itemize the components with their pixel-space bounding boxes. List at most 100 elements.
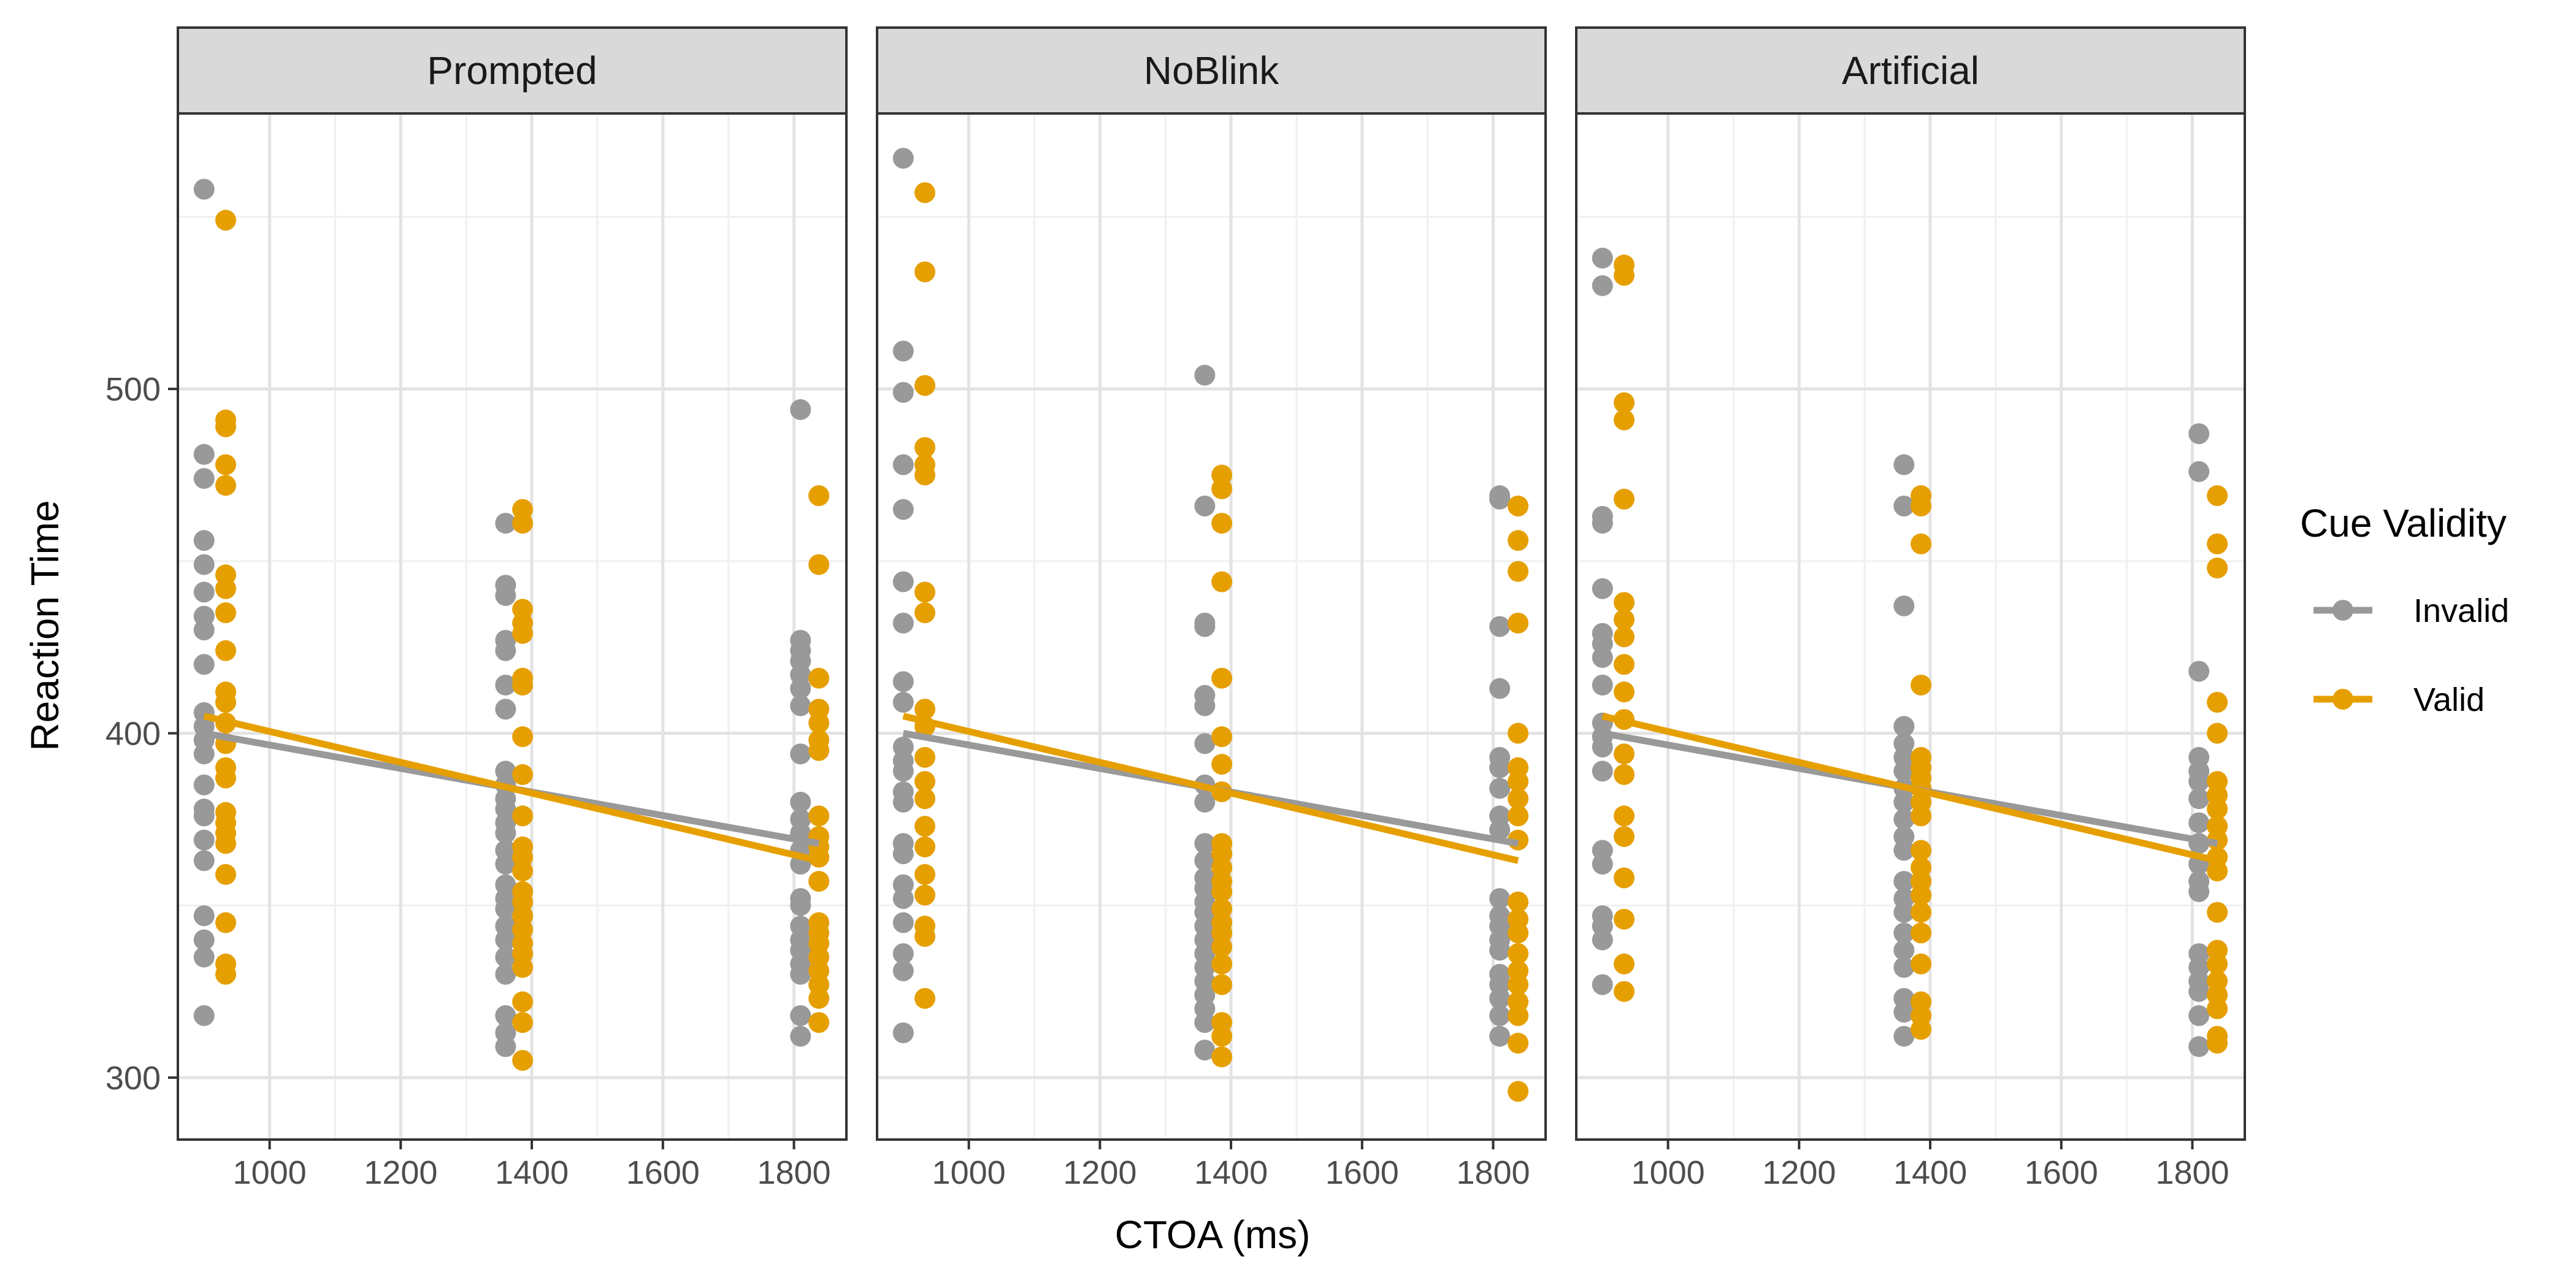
data-point-invalid	[790, 895, 811, 916]
data-point-invalid	[495, 964, 516, 985]
data-point-invalid	[1194, 364, 1216, 386]
panel-noblink-border	[876, 112, 1547, 1141]
data-point-invalid	[1489, 488, 1511, 510]
data-point-invalid	[1489, 987, 1511, 1009]
data-point-invalid	[892, 912, 914, 933]
data-point-valid	[1211, 667, 1233, 689]
data-point-valid	[215, 964, 237, 985]
data-point-valid	[512, 805, 534, 827]
data-point-invalid	[193, 468, 215, 489]
data-point-valid	[914, 884, 936, 906]
data-point-valid	[215, 767, 237, 789]
data-point-valid	[1508, 1032, 1529, 1054]
data-point-valid	[808, 554, 830, 575]
data-point-valid	[512, 991, 534, 1013]
panel-noblink-strip	[876, 26, 1547, 115]
legend-item-invalid: Invalid	[2313, 592, 2509, 629]
data-point-invalid	[1194, 850, 1216, 872]
data-point-valid	[1614, 953, 1635, 975]
data-point-invalid	[495, 1036, 516, 1057]
data-point-invalid	[1893, 902, 1915, 923]
data-point-valid	[1614, 908, 1635, 930]
data-point-valid	[1614, 488, 1635, 510]
data-point-valid	[914, 926, 936, 947]
legend-label: Invalid	[2413, 592, 2509, 629]
x-tick-label: 1800	[1456, 1154, 1530, 1191]
data-point-invalid	[495, 640, 516, 661]
data-point-valid	[1508, 974, 1529, 995]
data-point-valid	[914, 581, 936, 603]
data-point-invalid	[495, 898, 516, 919]
data-point-valid	[512, 513, 534, 534]
data-point-valid	[914, 746, 936, 768]
data-point-valid	[1911, 840, 1932, 861]
data-point-valid	[1614, 626, 1635, 648]
data-point-invalid	[193, 929, 215, 951]
data-point-invalid	[1194, 496, 1216, 517]
x-tick-label: 1600	[2025, 1154, 2098, 1191]
data-point-valid	[808, 712, 830, 734]
data-point-invalid	[1489, 616, 1511, 637]
data-point-valid	[1508, 788, 1529, 810]
data-point-valid	[2207, 998, 2228, 1019]
panel-prompted-series-invalid	[495, 513, 516, 1057]
legend-key-point	[2333, 689, 2353, 710]
data-point-invalid	[1893, 761, 1915, 782]
data-point-invalid	[1893, 870, 1915, 892]
data-point-valid	[1508, 771, 1529, 792]
data-point-invalid	[2188, 1005, 2210, 1026]
data-point-invalid	[790, 1025, 811, 1047]
data-point-valid	[215, 454, 237, 475]
data-point-valid	[512, 957, 534, 978]
data-point-valid	[1211, 936, 1233, 957]
data-point-invalid	[2188, 461, 2210, 482]
data-point-invalid	[892, 612, 914, 634]
data-point-invalid	[790, 399, 811, 420]
data-point-invalid	[790, 743, 811, 765]
data-point-valid	[808, 805, 830, 827]
data-point-valid	[1508, 1005, 1529, 1026]
data-point-valid	[914, 464, 936, 486]
data-point-invalid	[892, 499, 914, 520]
data-point-invalid	[495, 1005, 516, 1026]
legend-label: Valid	[2413, 681, 2485, 718]
data-point-invalid	[495, 674, 516, 696]
data-point-invalid	[892, 888, 914, 910]
data-point-invalid	[1194, 733, 1216, 754]
data-point-valid	[1508, 530, 1529, 551]
data-point-valid	[215, 640, 237, 661]
data-point-valid	[512, 764, 534, 785]
panel-prompted-plot-area	[178, 113, 846, 1140]
x-tick-label: 1200	[364, 1154, 437, 1191]
data-point-invalid	[495, 853, 516, 875]
data-point-invalid	[1893, 940, 1915, 961]
data-point-valid	[1911, 884, 1932, 906]
data-point-invalid	[2188, 788, 2210, 810]
data-point-valid	[1508, 561, 1529, 582]
data-point-valid	[512, 674, 534, 696]
data-point-valid	[914, 987, 936, 1009]
panel-artificial-strip-title: Artificial	[1842, 48, 1979, 93]
data-point-invalid	[892, 1022, 914, 1043]
panel-artificial-series-invalid	[2188, 423, 2210, 1057]
panel-prompted-series-invalid	[790, 399, 811, 1047]
data-point-invalid	[495, 585, 516, 606]
data-point-valid	[1614, 867, 1635, 889]
panel-artificial-series-invalid	[1893, 454, 1915, 1047]
data-point-valid	[215, 602, 237, 624]
data-point-valid	[914, 864, 936, 885]
data-point-invalid	[1592, 647, 1613, 669]
data-point-invalid	[892, 960, 914, 981]
data-point-valid	[914, 771, 936, 792]
data-point-valid	[215, 692, 237, 713]
data-point-invalid	[1194, 695, 1216, 716]
data-point-invalid	[495, 946, 516, 968]
y-tick-label: 300	[105, 1060, 161, 1097]
data-point-valid	[215, 210, 237, 231]
data-point-invalid	[193, 554, 215, 575]
data-point-valid	[1614, 654, 1635, 675]
data-point-valid	[2207, 902, 2228, 923]
data-point-valid	[512, 726, 534, 748]
data-point-valid	[2207, 723, 2228, 744]
data-point-valid	[1911, 953, 1932, 975]
